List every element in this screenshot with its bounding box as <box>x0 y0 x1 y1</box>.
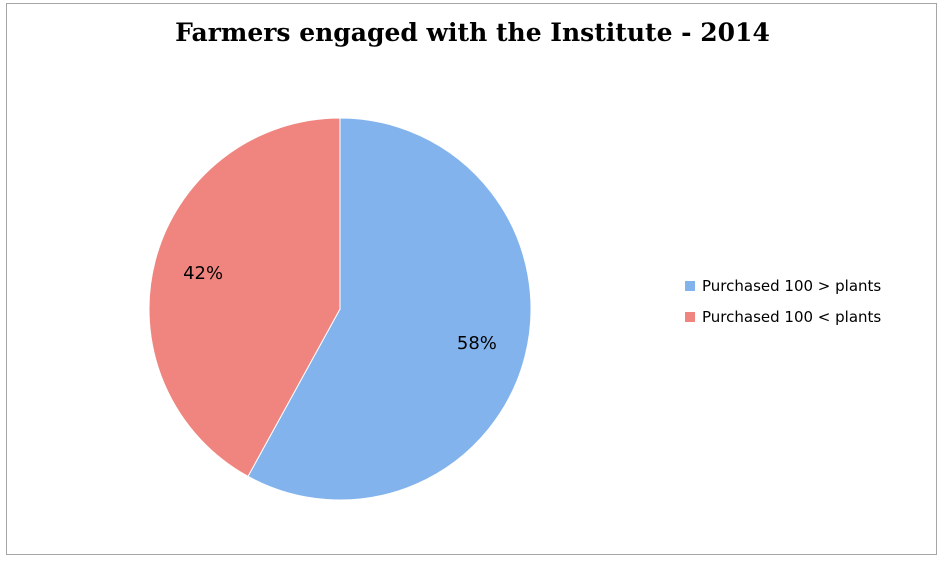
chart-title: Farmers engaged with the Institute - 201… <box>175 18 770 47</box>
legend-item-series-2: Purchased 100 < plants <box>685 307 881 327</box>
legend-swatch-series-1 <box>685 281 695 291</box>
data-label-2: 42% <box>183 263 223 284</box>
legend-label-series-1: Purchased 100 > plants <box>702 277 882 295</box>
legend: Purchased 100 > plants Purchased 100 < p… <box>685 276 881 338</box>
legend-item-series-1: Purchased 100 > plants <box>685 276 881 296</box>
legend-swatch-series-2 <box>685 312 695 322</box>
pie-slice-2 <box>148 117 341 478</box>
data-label-1: 58% <box>457 333 497 354</box>
legend-label-series-2: Purchased 100 < plants <box>702 308 882 326</box>
pie-slice-1 <box>247 117 532 501</box>
